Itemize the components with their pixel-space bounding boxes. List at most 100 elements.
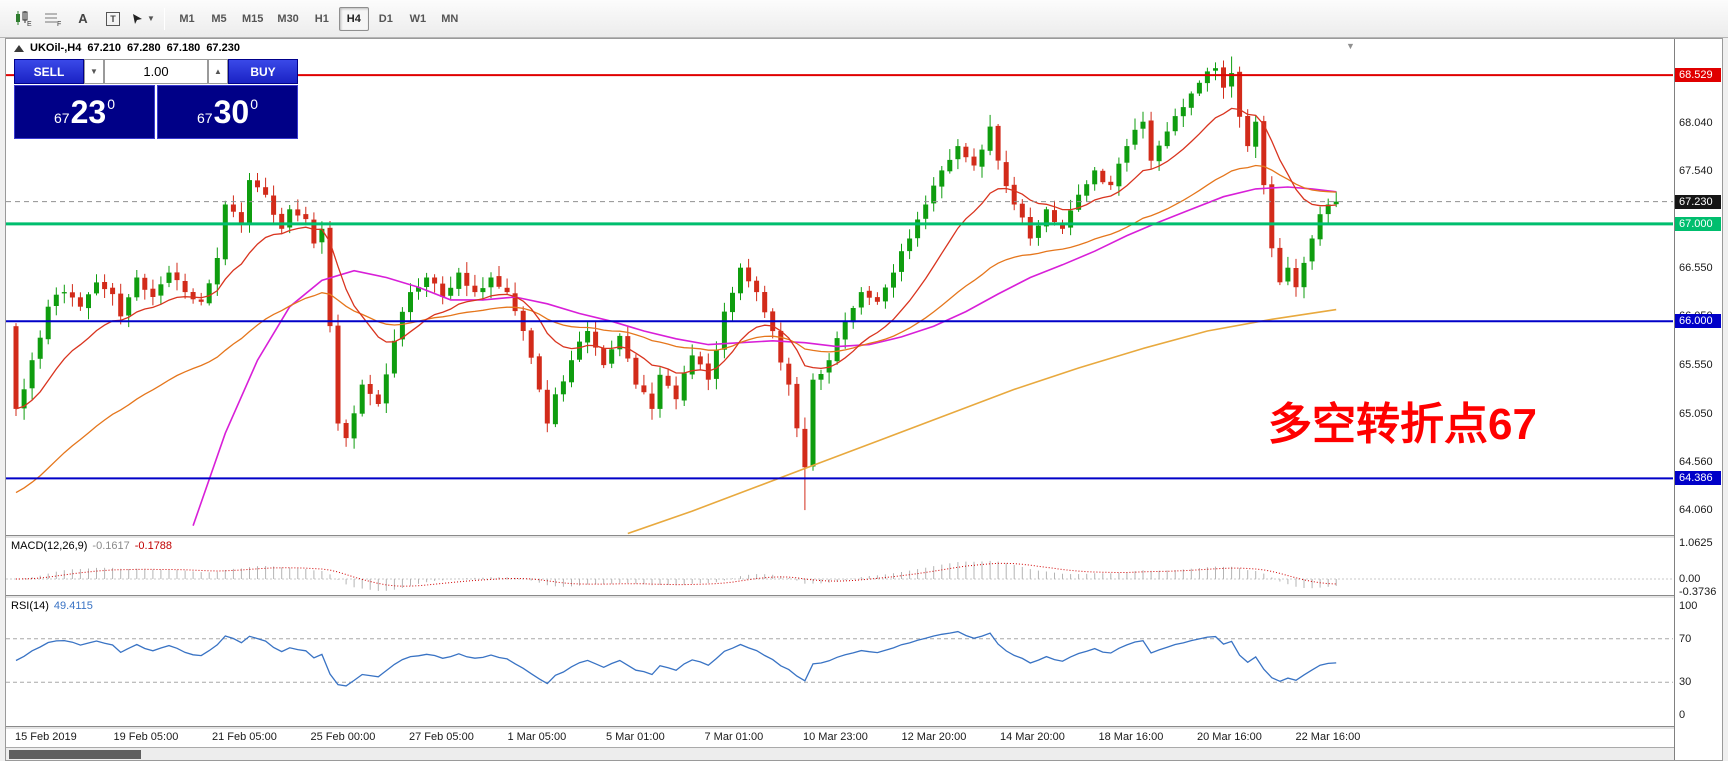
price-tick-label: 64.060	[1679, 504, 1713, 517]
macd-main-value: -0.1617	[92, 540, 130, 552]
price-level-tag: 67.230	[1675, 194, 1721, 209]
time-axis-label: 27 Feb 05:00	[409, 731, 474, 743]
macd-plot	[6, 538, 1673, 595]
price-level-tag: 67.000	[1675, 216, 1721, 231]
tf-button-d1[interactable]: D1	[378, 12, 393, 25]
time-axis-label: 20 Mar 16:00	[1197, 731, 1262, 743]
price-tick-label: 65.550	[1679, 359, 1713, 372]
tf-button-m30[interactable]: M30	[277, 12, 299, 25]
main-chart-panel[interactable]: UKOil-,H4 67.210 67.280 67.180 67.230 ▼ …	[6, 39, 1673, 535]
rsi-label: RSI(14)	[11, 600, 49, 612]
tf-button-h4[interactable]: H4	[338, 6, 369, 31]
price-axis[interactable]: 68.04067.54066.55066.05065.55065.05064.5…	[1674, 39, 1722, 760]
text-label-icon[interactable]: T	[98, 6, 128, 32]
bid-prefix: 67	[54, 110, 70, 126]
bid-price-display[interactable]: 67 23 0	[14, 85, 155, 139]
one-click-collapse-icon[interactable]	[14, 44, 24, 52]
macd-axis-label: 1.0625	[1679, 536, 1713, 549]
channel-glyph: E	[16, 10, 32, 27]
time-axis-label: 1 Mar 05:00	[507, 731, 567, 743]
symbol-period-label: UKOil-,H4	[30, 42, 82, 54]
volume-decrease-button[interactable]: ▼	[84, 59, 104, 84]
ohlc-high: 67.280	[127, 42, 161, 54]
rsi-plot	[6, 598, 1673, 726]
text-icon[interactable]: A	[68, 6, 98, 32]
price-level-tag: 64.386	[1675, 471, 1721, 486]
buy-button[interactable]: BUY	[228, 59, 298, 84]
horizontal-scrollbar[interactable]	[6, 747, 1722, 760]
candlestick-plot[interactable]	[6, 39, 1673, 535]
rsi-axis-label: 30	[1679, 676, 1692, 689]
price-level-tag: 66.000	[1675, 314, 1721, 329]
tf-button-w1[interactable]: W1	[409, 12, 427, 25]
time-axis-label: 18 Mar 16:00	[1098, 731, 1164, 743]
equidistant-channel-icon[interactable]: E	[8, 6, 38, 32]
macd-panel[interactable]: MACD(12,26,9) -0.1617 -0.1788	[6, 538, 1673, 595]
tf-button-mn[interactable]: MN	[441, 12, 459, 25]
macd-axis-label: -0.3736	[1679, 585, 1717, 598]
tf-button-m1[interactable]: M1	[179, 12, 195, 25]
rsi-axis-label: 70	[1679, 632, 1692, 645]
macd-label: MACD(12,26,9)	[11, 540, 88, 552]
svg-text:F: F	[57, 21, 61, 27]
rsi-title: RSI(14) 49.4115	[11, 600, 93, 612]
ask-sup: 0	[250, 96, 258, 112]
scrollbar-thumb[interactable]	[9, 750, 141, 759]
panel-splitter[interactable]	[6, 535, 1722, 538]
tf-button-h1[interactable]: H1	[314, 12, 329, 25]
volume-input[interactable]: 1.00	[104, 59, 208, 84]
price-tick-label: 64.560	[1679, 455, 1713, 468]
time-axis[interactable]: 15 Feb 2019 19 Feb 05:00 21 Feb 05:00 25 Fe…	[6, 728, 1722, 747]
one-click-trade-panel: SELL ▼ 1.00 ▲ BUY 67 23 0 67 30 0	[14, 59, 298, 139]
price-tick-label: 66.550	[1679, 261, 1713, 274]
price-level-tag: 68.529	[1675, 68, 1721, 83]
toolbar-separator	[164, 7, 165, 30]
fibonacci-glyph: F	[45, 13, 61, 27]
time-axis-label: 21 Feb 05:00	[212, 731, 277, 743]
arrows-tool-icon[interactable]: ▼	[128, 6, 158, 32]
ask-prefix: 67	[197, 110, 213, 126]
tf-button-m5[interactable]: M5	[211, 12, 227, 25]
panel-splitter[interactable]	[6, 595, 1722, 598]
time-axis-label: 19 Feb 05:00	[113, 731, 179, 743]
macd-axis-label: 0.00	[1679, 573, 1701, 585]
time-axis-label: 5 Mar 01:00	[606, 731, 665, 743]
ask-price-display[interactable]: 67 30 0	[157, 85, 298, 139]
ohlc-low: 67.180	[166, 42, 201, 54]
svg-text:E: E	[27, 21, 32, 27]
panel-splitter[interactable]	[6, 726, 1722, 729]
macd-title: MACD(12,26,9) -0.1617 -0.1788	[11, 540, 172, 552]
time-axis-label: 25 Feb 00:00	[310, 731, 376, 743]
label-glyph: T	[106, 11, 120, 26]
price-tick-label: 65.050	[1679, 407, 1713, 420]
bid-sup: 0	[107, 96, 115, 112]
ohlc-close: 67.230	[206, 42, 240, 54]
ohlc-open: 67.210	[87, 42, 121, 54]
chart-title: UKOil-,H4 67.210 67.280 67.180 67.230	[14, 42, 240, 54]
chart-shift-marker[interactable]: ▼	[1346, 41, 1355, 51]
time-axis-label: 15 Feb 2019	[15, 731, 77, 743]
rsi-value: 49.4115	[53, 600, 93, 612]
top-toolbar: E F A T ▼ M1 M5 M15 M30 H1 H4 D1 W1 MN	[0, 0, 1728, 38]
price-tick-label: 67.540	[1679, 165, 1713, 178]
fibonacci-icon[interactable]: F	[38, 6, 68, 32]
chart-window: UKOil-,H4 67.210 67.280 67.180 67.230 ▼ …	[5, 38, 1723, 761]
ask-main: 30	[213, 94, 250, 130]
arrow-glyph	[133, 13, 143, 24]
volume-increase-button[interactable]: ▲	[208, 59, 228, 84]
rsi-axis-label: 0	[1679, 709, 1686, 721]
time-axis-label: 22 Mar 16:00	[1295, 731, 1361, 743]
time-axis-label: 14 Mar 20:00	[1000, 731, 1065, 743]
price-tick-label: 68.040	[1679, 116, 1713, 129]
text-glyph: A	[78, 11, 88, 26]
tf-button-m15[interactable]: M15	[242, 12, 264, 25]
dropdown-caret-icon: ▼	[147, 14, 155, 23]
rsi-panel[interactable]: RSI(14) 49.4115	[6, 598, 1673, 726]
chart-text-annotation[interactable]: 多空转折点67	[1268, 400, 1537, 449]
time-axis-label: 10 Mar 23:00	[803, 731, 868, 743]
bid-main: 23	[70, 94, 107, 130]
macd-signal-value: -0.1788	[134, 540, 173, 552]
sell-button[interactable]: SELL	[14, 59, 84, 84]
time-axis-label: 7 Mar 01:00	[704, 731, 764, 743]
rsi-axis-label: 100	[1679, 600, 1698, 612]
